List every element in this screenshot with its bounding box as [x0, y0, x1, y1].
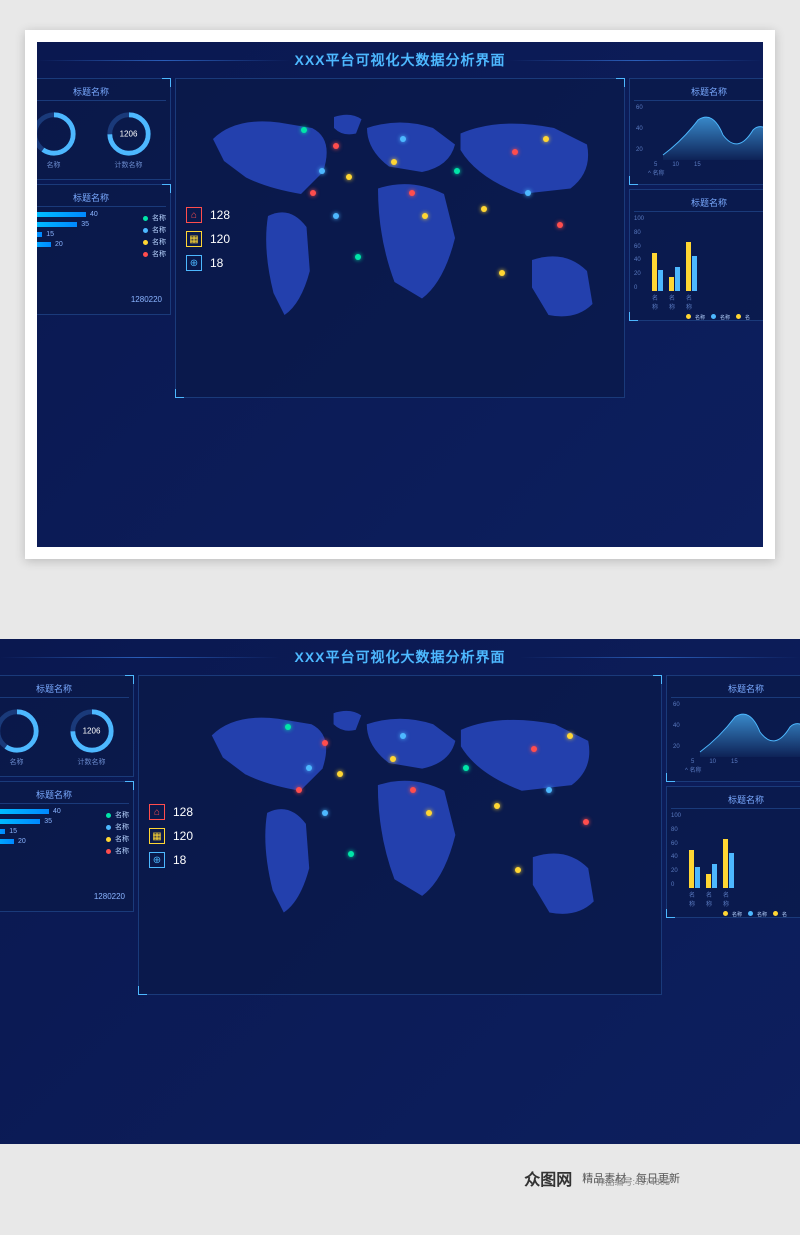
dashboard-frame-2: XXX平台可视化大数据分析界面标题名称名称1206计数名称标题名称4035152…	[0, 639, 800, 1144]
hbars-panel: 标题名称40351520名称名称名称名称计1280220	[37, 184, 171, 315]
dashboard-title: XXX平台可视化大数据分析界面	[0, 639, 800, 675]
gauge-1	[37, 110, 78, 158]
hbars-panel: 标题名称40351520名称名称名称名称计1280220	[0, 781, 134, 912]
world-map: ⌂128▦120⊕18	[175, 78, 625, 398]
dashboard-frame-1: XXX平台可视化大数据分析界面标题名称名称1206计数名称标题名称4035152…	[25, 30, 775, 559]
area-chart-panel: 标题名称60402051015^ 名称	[666, 675, 800, 782]
gauge-2: 1206	[105, 110, 153, 158]
world-map: ⌂128▦120⊕18	[138, 675, 662, 995]
gauge-panel: 标题名称名称1206计数名称	[0, 675, 134, 777]
gauge-panel: 标题名称名称1206计数名称	[37, 78, 171, 180]
dashboard-title: XXX平台可视化大数据分析界面	[37, 42, 763, 78]
watermark: 众图网 精品素材 · 每日更新 作品编号:4374805	[524, 1166, 680, 1190]
gauge-2: 1206	[68, 707, 116, 755]
grouped-bars-panel: 标题名称100806040200名称名称名称名称名称名	[666, 786, 800, 918]
grouped-bars-panel: 标题名称100806040200名称名称名称名称名称名	[629, 189, 763, 321]
gauge-1	[0, 707, 41, 755]
area-chart-panel: 标题名称60402051015^ 名称	[629, 78, 763, 185]
